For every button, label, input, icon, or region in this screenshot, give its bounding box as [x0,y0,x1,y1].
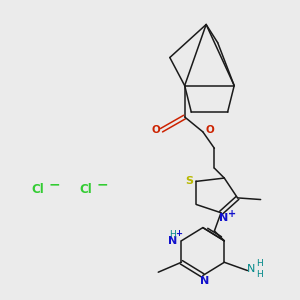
Text: N: N [167,236,177,246]
Text: H: H [256,270,263,279]
Text: +: + [227,209,236,219]
Text: +: + [175,229,182,238]
Text: N: N [200,276,209,286]
Text: H: H [256,260,263,268]
Text: −: − [48,178,60,192]
Text: −: − [96,178,108,192]
Text: O: O [206,125,214,135]
Text: Cl: Cl [31,183,44,196]
Text: N: N [219,213,228,224]
Text: S: S [185,176,193,186]
Text: H: H [169,230,175,239]
Text: N: N [247,264,255,274]
Text: Cl: Cl [79,183,92,196]
Text: O: O [151,125,160,135]
